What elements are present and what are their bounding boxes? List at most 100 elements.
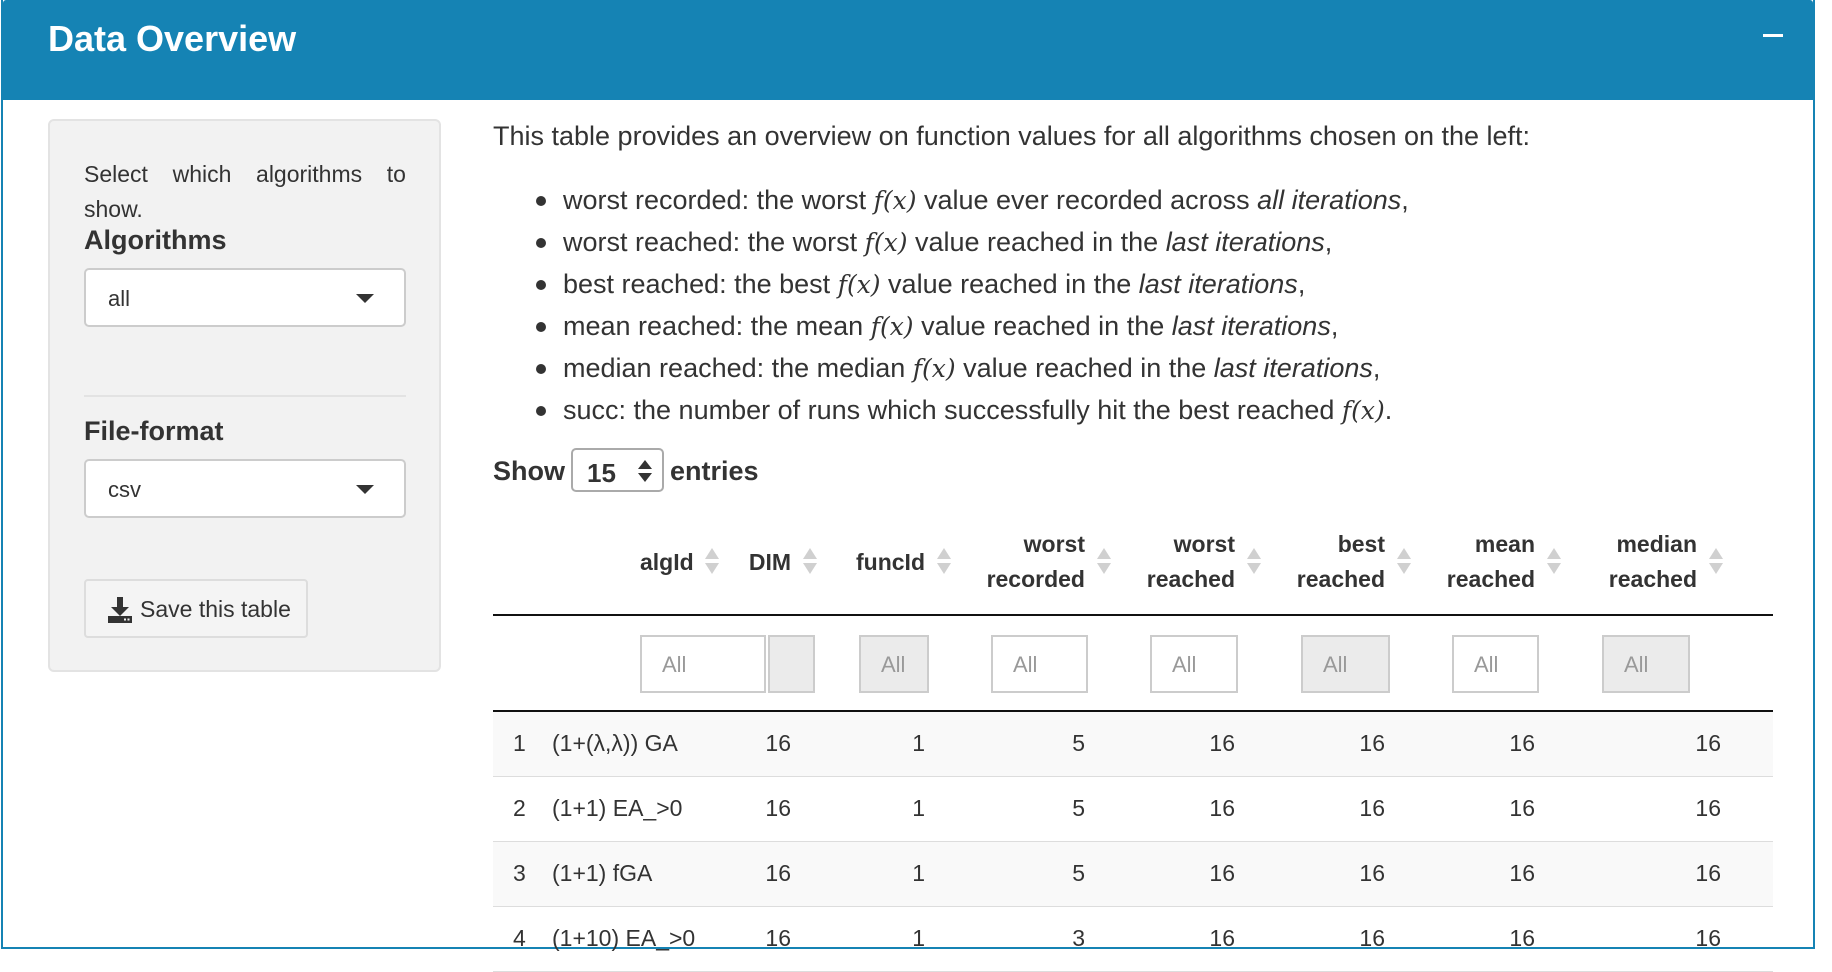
- cell-worst-reached: 16: [1121, 841, 1271, 907]
- caret-down-icon: [356, 485, 374, 494]
- filter-input-funcid[interactable]: All: [859, 635, 929, 693]
- cell-best-reached: 16: [1271, 906, 1421, 972]
- filter-cell: All: [543, 615, 766, 712]
- cell-dim: 16: [729, 906, 827, 972]
- column-header-worst-recorded[interactable]: worst recorded: [961, 510, 1121, 616]
- cell-mean-reached: 16: [1421, 776, 1571, 842]
- header-label: worst: [1023, 531, 1085, 557]
- filter-input-worst-recorded[interactable]: All: [991, 635, 1088, 693]
- cell-algid: (1+10) EA_>0: [543, 906, 729, 972]
- filter-input-mean-reached[interactable]: All: [1452, 635, 1539, 693]
- sidebar-panel: Select which algorithms to show. Algorit…: [48, 119, 441, 672]
- filter-input-dim[interactable]: [768, 635, 815, 693]
- cell-best-reached: 16: [1271, 776, 1421, 842]
- row-index: 3: [493, 841, 543, 907]
- list-item: worst recorded: the worst f(x) value eve…: [493, 179, 1409, 221]
- header-label: worst: [1173, 531, 1235, 557]
- header-label: reached: [1296, 566, 1385, 592]
- sort-icon: [1247, 548, 1261, 576]
- help-word: to: [386, 161, 406, 187]
- cell-best-reached: 16: [1271, 711, 1421, 777]
- box-header: Data Overview: [3, 0, 1813, 100]
- header-row: algId DIM funcId worst recorded worst reac…: [493, 510, 1773, 616]
- item-text: ,: [1372, 353, 1381, 383]
- divider: [84, 395, 406, 397]
- cell-worst-reached: 16: [1121, 906, 1271, 972]
- filter-cell: All: [827, 615, 961, 712]
- filter-input-best-reached[interactable]: All: [1301, 635, 1390, 693]
- item-text: .: [1384, 395, 1393, 425]
- overview-table: algId DIM funcId worst recorded worst reac…: [493, 510, 1773, 972]
- list-item: median reached: the median f(x) value re…: [493, 347, 1409, 389]
- entries-select-value: 15: [587, 458, 616, 488]
- definitions-list: worst recorded: the worst f(x) value eve…: [493, 179, 1409, 431]
- sort-icon: [1547, 548, 1561, 576]
- arrow-up-icon: [638, 460, 652, 469]
- cell-worst-recorded: 5: [961, 841, 1121, 907]
- item-emphasis: last iterations: [1138, 269, 1298, 299]
- cell-dim: 16: [729, 711, 827, 777]
- filter-input-worst-reached[interactable]: All: [1150, 635, 1238, 693]
- table-row[interactable]: 4 (1+10) EA_>0 16 1 3 16 16 16 16: [493, 906, 1773, 972]
- list-item: succ: the number of runs which successfu…: [493, 389, 1409, 431]
- math-fx: f(x): [1341, 396, 1385, 425]
- cell-algid: (1+(λ,λ)) GA: [543, 711, 729, 777]
- cell-worst-recorded: 5: [961, 776, 1121, 842]
- save-table-button[interactable]: Save this table: [84, 579, 308, 638]
- cell-worst-recorded: 5: [961, 711, 1121, 777]
- row-index: 1: [493, 711, 543, 777]
- save-table-label: Save this table: [140, 596, 291, 622]
- column-header-best-reached[interactable]: best reached: [1271, 510, 1421, 616]
- item-text: value ever recorded across: [916, 185, 1258, 215]
- filter-cell: All: [1421, 615, 1571, 712]
- item-emphasis: all iterations: [1257, 185, 1402, 215]
- header-label: algId: [640, 548, 694, 575]
- sort-icon: [803, 548, 817, 576]
- column-header-funcid[interactable]: funcId: [827, 510, 961, 616]
- column-header-mean-reached[interactable]: mean reached: [1421, 510, 1571, 616]
- filter-row: All All All All All All All: [493, 615, 1773, 712]
- cell-algid: (1+1) EA_>0: [543, 776, 729, 842]
- entries-select[interactable]: 15: [571, 448, 664, 492]
- item-text: mean reached: the mean: [563, 311, 871, 341]
- column-header-algid[interactable]: algId: [543, 510, 729, 616]
- help-word: which: [172, 161, 232, 187]
- math-fx: f(x): [837, 270, 881, 299]
- algorithms-select[interactable]: all: [84, 268, 406, 327]
- column-header-median-reached[interactable]: median reached: [1571, 510, 1773, 616]
- filter-cell: [493, 615, 543, 712]
- filter-input-median-reached[interactable]: All: [1602, 635, 1690, 693]
- cell-worst-reached: 16: [1121, 711, 1271, 777]
- help-word: show.: [84, 196, 143, 222]
- header-label: DIM: [748, 548, 791, 575]
- filter-cell: [729, 615, 827, 712]
- cell-funcid: 1: [827, 776, 961, 842]
- column-header-worst-reached[interactable]: worst reached: [1121, 510, 1271, 616]
- filter-cell: All: [1271, 615, 1421, 712]
- item-text: worst reached: the worst: [563, 227, 865, 257]
- intro-text: This table provides an overview on funct…: [493, 121, 1531, 151]
- cell-funcid: 1: [827, 711, 961, 777]
- item-emphasis: last iterations: [1213, 353, 1373, 383]
- column-header-dim[interactable]: DIM: [729, 510, 827, 616]
- item-text: value reached in the: [907, 227, 1166, 257]
- row-index: 2: [493, 776, 543, 842]
- table-row[interactable]: 3 (1+1) fGA 16 1 5 16 16 16 16: [493, 841, 1773, 907]
- filter-cell: All: [1571, 615, 1773, 712]
- collapse-icon[interactable]: [1761, 18, 1785, 48]
- cell-algid: (1+1) fGA: [543, 841, 729, 907]
- cell-mean-reached: 16: [1421, 711, 1571, 777]
- math-fx: f(x): [873, 186, 917, 215]
- cell-funcid: 1: [827, 906, 961, 972]
- caret-down-icon: [356, 294, 374, 303]
- item-text: median reached: the median: [563, 353, 913, 383]
- item-text: worst recorded: the worst: [563, 185, 874, 215]
- fileformat-label: File-format: [84, 416, 224, 446]
- algorithms-label: Algorithms: [84, 225, 227, 255]
- table-row[interactable]: 2 (1+1) EA_>0 16 1 5 16 16 16 16: [493, 776, 1773, 842]
- cell-median-reached: 16: [1571, 906, 1773, 972]
- fileformat-select[interactable]: csv: [84, 459, 406, 518]
- show-label: Show: [493, 456, 565, 486]
- table-row[interactable]: 1 (1+(λ,λ)) GA 16 1 5 16 16 16 16: [493, 711, 1773, 777]
